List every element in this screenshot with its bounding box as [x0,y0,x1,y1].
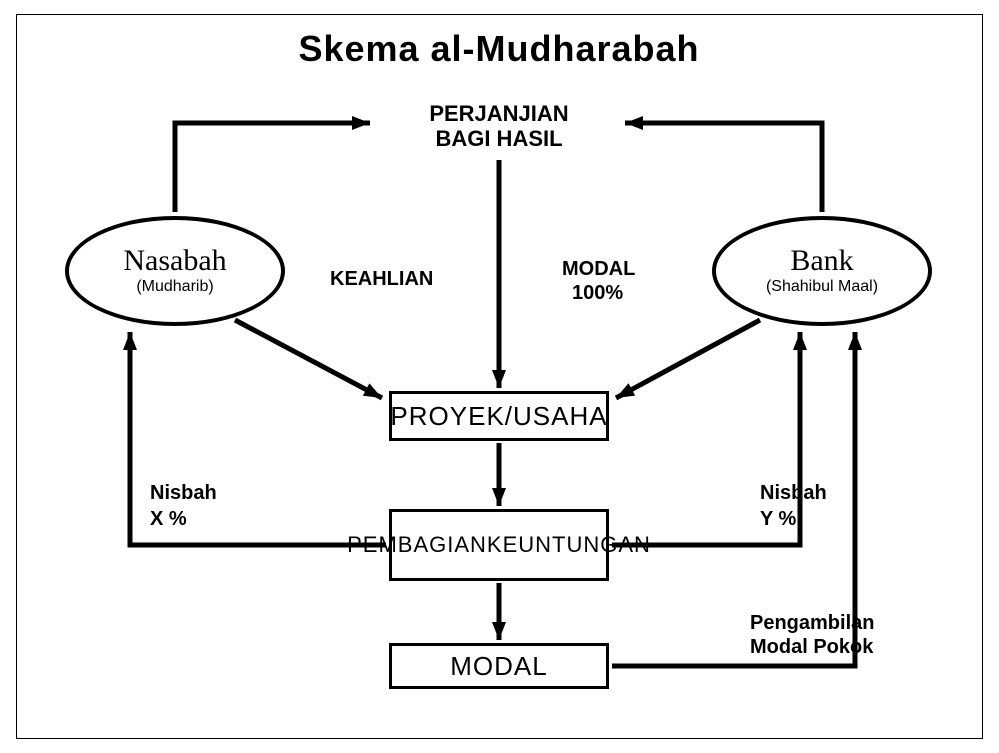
bank-node: Bank (Shahibul Maal) [712,216,932,326]
perjanjian-label: PERJANJIANBAGI HASIL [349,101,649,152]
modal100-label-1: MODAL [562,258,635,281]
nisbahy-label-1: Nisbah [760,482,827,505]
nisbahx-label-2: X % [150,508,187,531]
nasabah-main: Nasabah [123,246,226,276]
diagram-title: Skema al-Mudharabah [199,28,799,70]
bank-sub: (Shahibul Maal) [766,278,878,296]
pengambilan-label-1: Pengambilan [750,612,874,635]
nasabah-sub: (Mudharib) [136,278,213,296]
modal100-label-2: 100% [572,282,623,305]
nasabah-node: Nasabah (Mudharib) [65,216,285,326]
bank-main: Bank [790,246,853,276]
pembagian-node: PEMBAGIANKEUNTUNGAN [389,509,609,581]
proyek-node: PROYEK/USAHA [389,391,609,441]
modal-node: MODAL [389,643,609,689]
nisbahx-label-1: Nisbah [150,482,217,505]
pengambilan-label-2: Modal Pokok [750,636,873,659]
keahlian-label: KEAHLIAN [330,268,433,291]
nisbahy-label-2: Y % [760,508,796,531]
